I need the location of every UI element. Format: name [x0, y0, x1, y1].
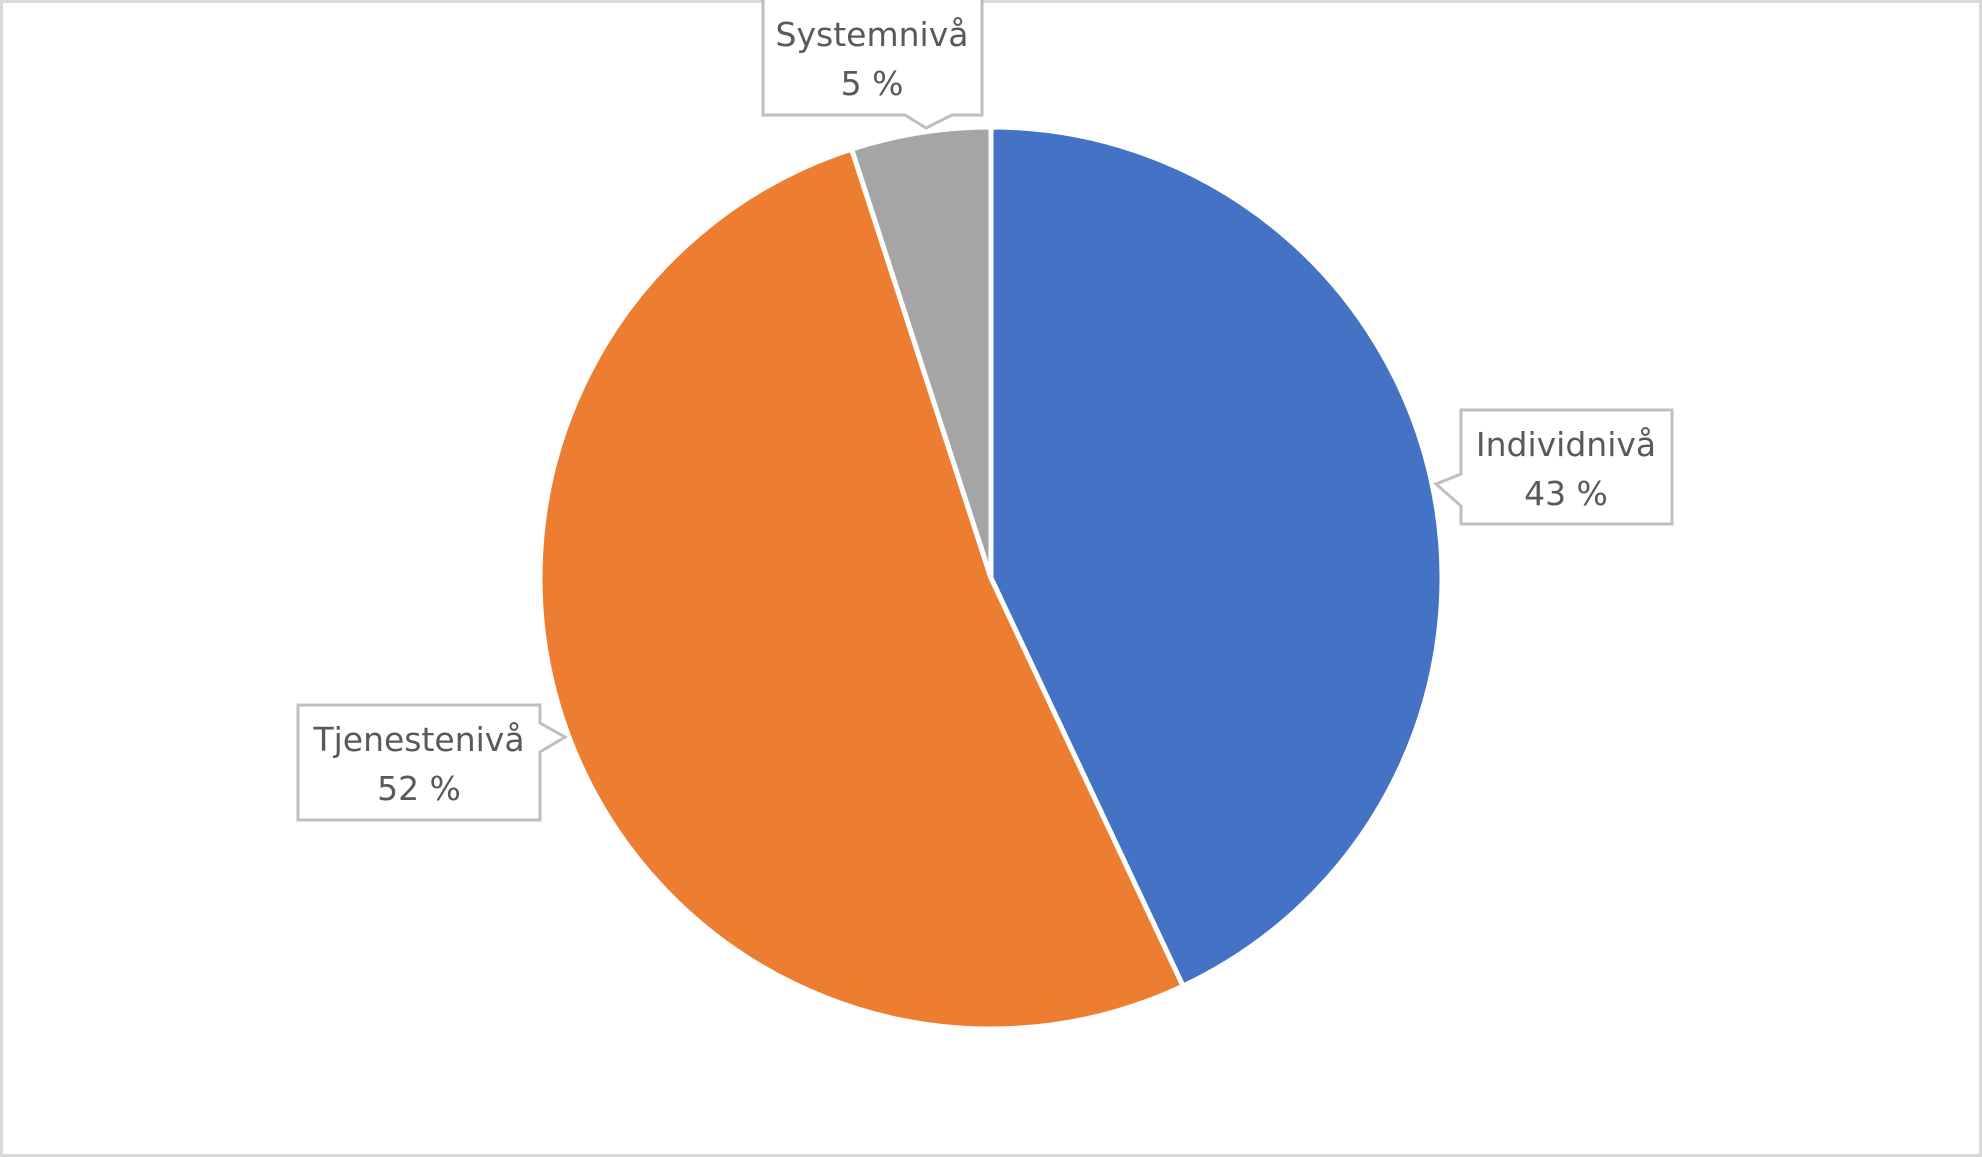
label-systemniva-value: 5 %: [841, 64, 904, 103]
label-systemniva-name: Systemnivå: [776, 15, 969, 54]
label-tjenesteniva-value: 52 %: [377, 769, 461, 808]
label-tjenesteniva-name: Tjenestenivå: [312, 720, 524, 759]
pie-slice-individniv: [988, 124, 1445, 989]
pie-slice-tjenesteniv: [537, 146, 1186, 1032]
pie-slice-systemniv: [849, 124, 994, 581]
callout-systemniva: Systemnivå 5 %: [761, 0, 984, 130]
callout-individniva: Individnivå 43 %: [1433, 408, 1674, 526]
callout-tjenesteniva: Tjenestenivå 52 %: [296, 703, 568, 822]
pie-slices: [537, 124, 1445, 1032]
label-individniva-value: 43 %: [1524, 474, 1608, 513]
label-individniva-name: Individnivå: [1476, 425, 1656, 464]
